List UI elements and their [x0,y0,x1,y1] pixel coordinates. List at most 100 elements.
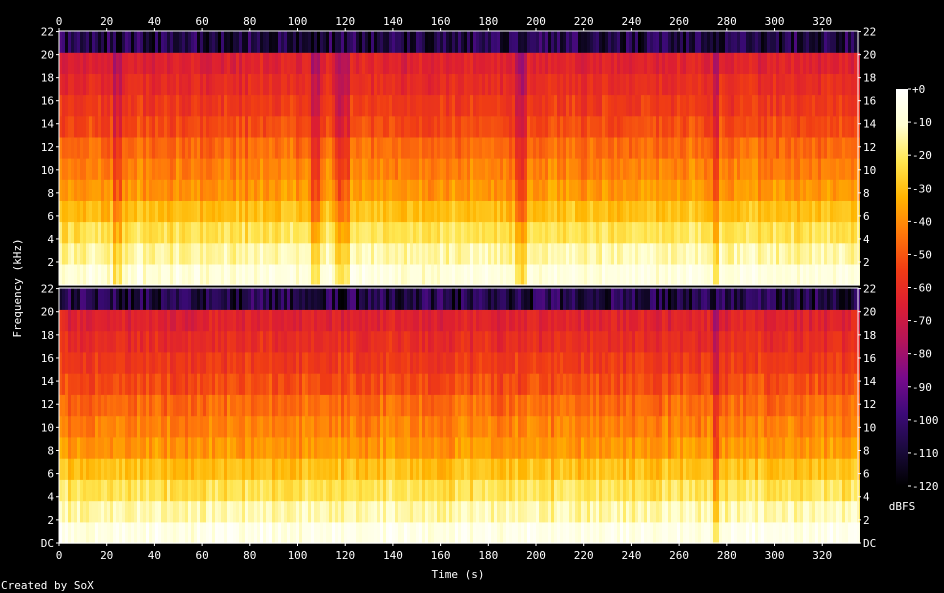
heatmap-cell [128,373,131,395]
heatmap-cell [401,288,404,310]
heatmap-cell [143,479,146,502]
heatmap-cell [656,221,659,244]
heatmap-cell [350,436,353,459]
heatmap-cell [164,200,167,223]
heatmap-cell [68,158,71,180]
heatmap-cell [437,73,440,96]
heatmap-cell [788,263,791,286]
heatmap-cell [392,115,395,138]
heatmap-cell [212,479,215,502]
heatmap-cell [737,94,740,117]
heatmap-cell [587,31,590,53]
heatmap-cell [119,330,122,353]
heatmap-cell [266,394,269,417]
heatmap-cell [299,309,302,332]
heatmap-cell [407,394,410,417]
heatmap-cell [95,351,98,374]
heatmap-cell [71,479,74,502]
heatmap-cell [794,158,797,180]
heatmap-cell [482,221,485,244]
heatmap-cell [668,94,671,117]
heatmap-cell [125,330,128,353]
heatmap-cell [230,73,233,96]
heatmap-cell [626,115,629,138]
heatmap-cell [287,309,290,332]
heatmap-cell [854,31,857,53]
heatmap-cell [455,52,458,74]
heatmap-cell [338,330,341,353]
heatmap-cell [656,179,659,201]
heatmap-cell [362,351,365,374]
heatmap-cell [455,309,458,332]
heatmap-cell [59,415,62,438]
heatmap-cell [398,242,401,265]
heatmap-cell [275,115,278,138]
heatmap-cell [245,521,248,544]
heatmap-cell [797,73,800,96]
heatmap-cell [272,479,275,502]
heatmap-cell [86,179,89,201]
heatmap-cell [686,179,689,201]
heatmap-cell [143,394,146,417]
heatmap-cell [413,221,416,244]
heatmap-cell [173,351,176,374]
heatmap-cell [851,242,854,265]
heatmap-cell [320,200,323,223]
heatmap-cell [704,263,707,286]
heatmap-cell [182,458,185,480]
heatmap-cell [812,94,815,117]
heatmap-cell [461,288,464,310]
heatmap-cell [362,31,365,53]
heatmap-cell [137,52,140,74]
heatmap-cell [683,73,686,96]
heatmap-cell [512,200,515,223]
heatmap-cell [323,288,326,310]
heatmap-cell [713,242,716,265]
heatmap-cell [290,31,293,53]
heatmap-cell [362,242,365,265]
heatmap-cell [344,263,347,286]
heatmap-cell [176,436,179,459]
heatmap-cell [353,351,356,374]
heatmap-cell [587,136,590,159]
heatmap-cell [269,458,272,480]
heatmap-cell [623,31,626,53]
heatmap-cell [830,200,833,223]
heatmap-cell [338,73,341,96]
heatmap-cell [227,394,230,417]
heatmap-cell [107,521,110,544]
heatmap-cell [86,94,89,117]
heatmap-cell [458,263,461,286]
heatmap-cell [320,263,323,286]
heatmap-cell [110,458,113,480]
heatmap-cell [530,73,533,96]
heatmap-cell [236,136,239,159]
heatmap-cell [725,115,728,138]
heatmap-cell [581,94,584,117]
heatmap-cell [845,136,848,159]
heatmap-cell [107,309,110,332]
heatmap-cell [656,200,659,223]
heatmap-cell [695,73,698,96]
heatmap-cell [737,200,740,223]
heatmap-cell [287,242,290,265]
heatmap-cell [65,458,68,480]
heatmap-cell [701,158,704,180]
heatmap-cell [140,436,143,459]
heatmap-cell [101,479,104,502]
heatmap-cell [695,31,698,53]
heatmap-cell [68,415,71,438]
heatmap-cell [479,52,482,74]
heatmap-cell [95,309,98,332]
heatmap-cell [404,436,407,459]
heatmap-cell [782,94,785,117]
heatmap-cell [317,31,320,53]
heatmap-cell [278,221,281,244]
heatmap-cell [83,136,86,159]
heatmap-cell [365,458,368,480]
heatmap-cell [434,31,437,53]
heatmap-cell [260,288,263,310]
heatmap-cell [776,94,779,117]
heatmap-cell [554,136,557,159]
heatmap-cell [269,351,272,374]
